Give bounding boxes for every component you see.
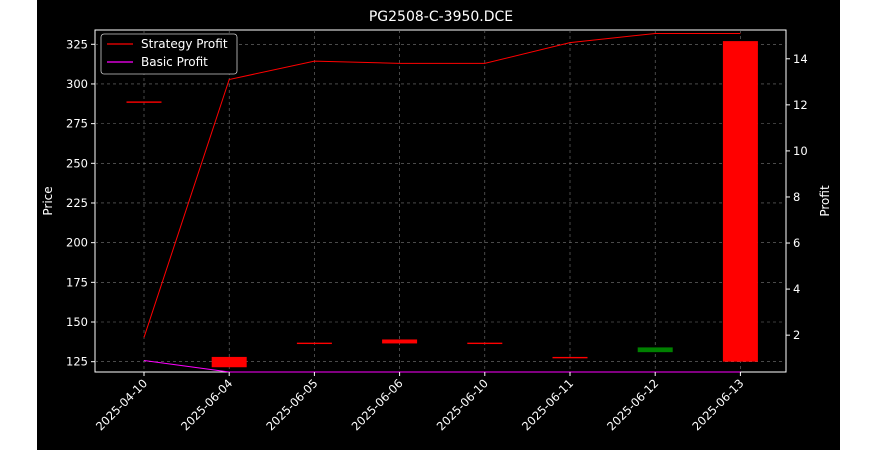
legend: Strategy Profit Basic Profit [100,33,238,75]
plot-area [94,29,787,373]
x-tick-label: 2025-06-06 [349,376,406,433]
y2-tick-label: 10 [793,144,808,158]
candle-body [126,101,162,103]
candle-body [211,356,247,368]
y-tick-label: 300 [66,77,88,91]
legend-label-basic: Basic Profit [141,55,208,69]
x-tick-label: 2025-06-12 [604,376,661,433]
candles [126,41,758,368]
right-y-axis: 2 4 6 8 10 12 14 [786,52,808,342]
x-tick-label: 2025-06-13 [689,376,746,433]
y2-tick-label: 6 [793,236,800,250]
y-tick-label: 150 [66,315,88,329]
x-axis: 2025-04-10 2025-06-04 2025-06-05 2025-06-06… [93,372,747,433]
y2-tick-label: 14 [793,52,808,66]
chart-container: PG2508-C-3950.DCE 125 150 175 200 225 250 275 3… [37,0,840,450]
x-tick-label: 2025-04-10 [93,376,150,433]
candle-body [552,356,588,359]
profit-lines [143,32,741,373]
y2-tick-label: 12 [793,98,808,112]
basic-profit-line [143,359,741,373]
y-tick-label: 250 [66,156,88,170]
chart-title: PG2508-C-3950.DCE [369,9,513,25]
y-tick-label: 275 [66,117,88,131]
y-tick-label: 175 [66,275,88,289]
candle-body [382,339,418,344]
legend-label-strategy: Strategy Profit [141,37,228,51]
y-axis-label: Price [41,186,55,215]
candle-body [467,342,503,345]
candle-body [722,41,758,362]
legend-box [100,33,238,75]
y-tick-label: 125 [66,355,88,369]
candlestick-chart: PG2508-C-3950.DCE 125 150 175 200 225 250 275 3… [41,9,832,433]
left-y-axis: 125 150 175 200 225 250 275 300 325 [66,37,95,369]
x-tick-label: 2025-06-05 [263,376,320,433]
y-tick-label: 225 [66,196,88,210]
strategy-profit-line [143,32,741,338]
x-tick-label: 2025-06-11 [519,376,576,433]
y2-axis-label: Profit [818,185,832,217]
y2-tick-label: 2 [793,328,800,342]
y-tick-label: 200 [66,236,88,250]
x-tick-label: 2025-06-04 [178,376,235,433]
y2-tick-label: 4 [793,282,800,296]
candle-body [637,347,673,353]
y-tick-label: 325 [66,37,88,51]
y2-tick-label: 8 [793,190,800,204]
x-tick-label: 2025-06-10 [434,376,491,433]
candle-body [296,342,332,345]
